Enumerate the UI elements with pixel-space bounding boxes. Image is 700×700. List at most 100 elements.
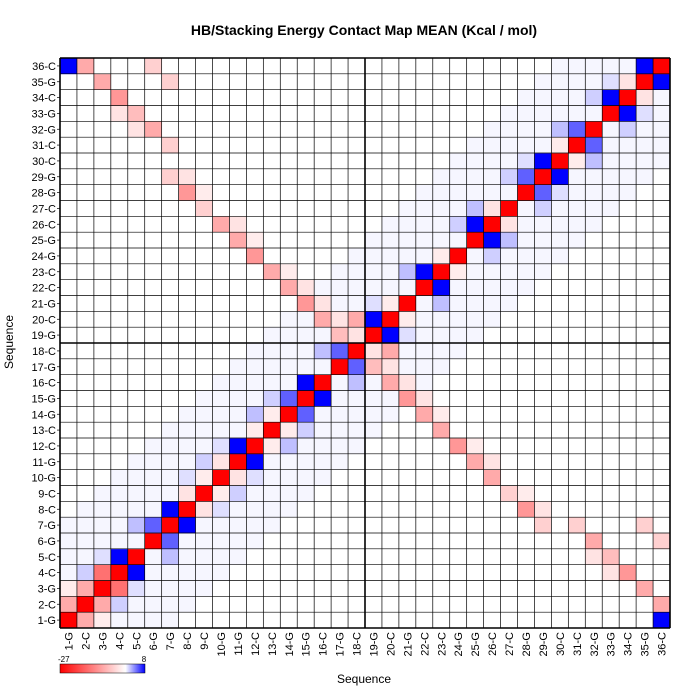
heatmap-cells — [60, 58, 671, 629]
heatmap-cell-empty — [568, 248, 586, 265]
heatmap-cell-empty — [653, 248, 671, 265]
heatmap-cell — [466, 200, 484, 217]
heatmap-cell-empty — [348, 263, 366, 280]
heatmap-cell-empty — [602, 58, 620, 75]
heatmap-cell-empty — [297, 343, 315, 360]
heatmap-cell-empty — [144, 295, 162, 312]
heatmap-cell-empty — [246, 184, 264, 201]
heatmap-cell-empty — [466, 89, 484, 106]
heatmap-cell — [161, 501, 179, 518]
heatmap-cell-empty — [178, 453, 196, 470]
heatmap-cell-empty — [365, 422, 383, 439]
heatmap-cell-empty — [280, 501, 298, 518]
heatmap-cell-empty — [348, 406, 366, 423]
heatmap-cell-empty — [568, 406, 586, 423]
heatmap-cell-empty — [602, 121, 620, 138]
heatmap-cell-empty — [619, 406, 637, 423]
x-tick-label: 13-C — [267, 632, 279, 656]
heatmap-cell-empty — [229, 422, 247, 439]
heatmap-cell-empty — [195, 73, 213, 90]
heatmap-cell-empty — [60, 548, 78, 565]
heatmap-cell-empty — [517, 612, 535, 629]
heatmap-cell-empty — [483, 58, 501, 75]
heatmap-cell-empty — [398, 406, 417, 423]
heatmap-cell — [280, 406, 298, 423]
heatmap-cell-empty — [449, 612, 467, 629]
heatmap-cell-empty — [127, 501, 146, 518]
heatmap-cell-empty — [365, 248, 383, 265]
heatmap-cell-empty — [381, 153, 400, 170]
heatmap-cell-empty — [93, 311, 112, 328]
heatmap-cell-empty — [229, 612, 247, 629]
heatmap-cell-empty — [381, 105, 400, 122]
heatmap-cell-empty — [246, 596, 264, 613]
heatmap-cell-empty — [602, 184, 620, 201]
heatmap-cell-empty — [466, 121, 484, 138]
heatmap-cell-empty — [551, 469, 569, 486]
heatmap-cell-empty — [415, 311, 434, 328]
heatmap-cell — [619, 89, 637, 106]
heatmap-cell-empty — [331, 279, 349, 296]
heatmap-cell-empty — [365, 533, 383, 550]
heatmap-cell-empty — [619, 469, 637, 486]
heatmap-cell-empty — [551, 263, 569, 280]
heatmap-cell-empty — [229, 248, 247, 265]
heatmap-cell — [398, 263, 417, 280]
heatmap-cell-empty — [568, 374, 586, 391]
heatmap-cell-empty — [466, 153, 484, 170]
heatmap-cell-empty — [602, 517, 620, 534]
heatmap-cell-empty — [449, 580, 467, 597]
heatmap-cell-empty — [263, 121, 281, 138]
heatmap-cell-empty — [93, 533, 112, 550]
heatmap-cell-empty — [93, 232, 112, 249]
heatmap-cell — [551, 184, 569, 201]
heatmap-cell-empty — [653, 121, 671, 138]
heatmap-cell — [93, 73, 112, 90]
heatmap-cell-empty — [568, 73, 586, 90]
heatmap-cell-empty — [60, 137, 78, 154]
heatmap-cell-empty — [381, 184, 400, 201]
heatmap-cell-empty — [161, 279, 179, 296]
heatmap-cell-empty — [551, 422, 569, 439]
heatmap-cell-empty — [331, 422, 349, 439]
heatmap-cell-empty — [602, 390, 620, 407]
heatmap-cell — [93, 596, 112, 613]
heatmap-cell-empty — [144, 327, 162, 344]
heatmap-cell-empty — [297, 453, 315, 470]
heatmap-cell-empty — [348, 200, 366, 217]
heatmap-cell-empty — [178, 406, 196, 423]
heatmap-cell-empty — [76, 533, 95, 550]
heatmap-cell-empty — [348, 533, 366, 550]
heatmap-cell-empty — [449, 564, 467, 581]
heatmap-cell-empty — [432, 580, 451, 597]
heatmap-cell-empty — [93, 137, 112, 154]
heatmap-cell-empty — [449, 548, 467, 565]
heatmap-cell-empty — [534, 121, 552, 138]
heatmap-cell-empty — [178, 533, 196, 550]
heatmap-cell-empty — [568, 105, 586, 122]
heatmap-cell-empty — [432, 469, 451, 486]
heatmap-cell-empty — [568, 612, 586, 629]
heatmap-cell-empty — [534, 137, 552, 154]
heatmap-cell-empty — [212, 343, 230, 360]
heatmap-cell-empty — [331, 89, 349, 106]
heatmap-cell-empty — [636, 358, 654, 375]
heatmap-cell-empty — [348, 485, 366, 502]
heatmap-cell-empty — [212, 311, 230, 328]
heatmap-cell-empty — [466, 184, 484, 201]
y-tick-label: 16-C — [32, 378, 56, 390]
x-tick-label: 12-C — [250, 632, 262, 656]
heatmap-cell-empty — [415, 612, 434, 629]
heatmap-cell-empty — [195, 517, 213, 534]
heatmap-cell — [585, 533, 603, 550]
heatmap-cell-empty — [263, 374, 281, 391]
heatmap-cell-empty — [60, 168, 78, 185]
y-tick-label: 1-G — [38, 615, 56, 627]
heatmap-cell-empty — [500, 548, 518, 565]
y-tick-label: 21-G — [32, 298, 56, 310]
heatmap-cell — [297, 422, 315, 439]
heatmap-cell-empty — [229, 517, 247, 534]
heatmap-cell-empty — [331, 105, 349, 122]
heatmap-cell-empty — [585, 469, 603, 486]
heatmap-cell-empty — [415, 469, 434, 486]
